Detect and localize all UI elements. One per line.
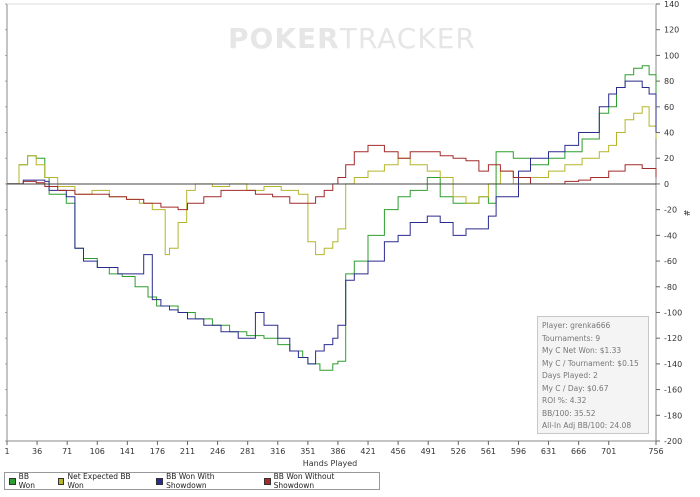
series-line-2 xyxy=(7,80,657,365)
stat-allin-bb100: All-In Adj BB/100: 24.08 xyxy=(542,421,632,430)
x-tick-label: 71 xyxy=(62,447,72,456)
stat-tournaments: Tournaments: 9 xyxy=(542,333,601,343)
legend-item-net-expected[interactable]: Net Expected BB Won xyxy=(57,472,145,490)
stat-net-won: My C Net Won: $1.33 xyxy=(542,346,622,355)
y-tick-label: -140 xyxy=(664,360,682,369)
x-tick-label: 351 xyxy=(300,447,315,456)
x-tick-label: 141 xyxy=(120,447,135,456)
x-tick-label: 281 xyxy=(240,447,255,456)
legend-label: BB Won With Showdown xyxy=(166,472,215,490)
legend-swatch-blue xyxy=(156,477,164,485)
x-tick-label: 176 xyxy=(150,447,165,456)
x-tick-label: 456 xyxy=(390,447,405,456)
series-line-1 xyxy=(7,106,657,256)
x-tick-label: 526 xyxy=(451,447,466,456)
stat-player: Player: grenka666 xyxy=(542,321,611,330)
y-tick-label: -180 xyxy=(664,411,682,420)
y-tick-label: -160 xyxy=(664,386,682,395)
x-tick-label: 701 xyxy=(601,447,616,456)
x-axis-ticks: 1 36 71 106 141 176 211 246 281 316 351 386 421 456 49… xyxy=(4,441,664,456)
x-tick-label: 211 xyxy=(180,447,195,456)
stats-panel: Player: grenka666 Tournaments: 9 My C Ne… xyxy=(537,316,649,434)
legend-swatch-green xyxy=(9,477,16,485)
watermark-logo: POKERTRACKER xyxy=(228,22,476,55)
stat-per-day: My C / Day: $0.67 xyxy=(542,383,609,393)
x-tick-label: 36 xyxy=(32,447,42,456)
legend: BB Won Net Expected BB Won BB Won With S… xyxy=(4,472,380,490)
stat-roi: ROI %: 4.32 xyxy=(542,396,587,405)
y-tick-label: -20 xyxy=(664,206,677,215)
legend-item-with-showdown[interactable]: BB Won With Showdown xyxy=(156,472,251,490)
y-tick-label: 40 xyxy=(664,129,674,138)
y-tick-label: 20 xyxy=(664,154,674,163)
x-tick-label: 756 xyxy=(648,447,663,456)
y-axis-ticks: 140 120 100 80 60 40 20 0 -20 -40 -60 -80 -100 -120 -1… xyxy=(656,0,682,446)
legend-label: Net Expected BB Won xyxy=(67,472,131,490)
stat-days-played: Days Played: 2 xyxy=(542,371,598,380)
x-tick-label: 106 xyxy=(90,447,105,456)
legend-swatch-yellow xyxy=(57,477,65,485)
y-tick-label: -200 xyxy=(664,437,682,446)
x-tick-label: 666 xyxy=(571,447,586,456)
x-tick-label: 246 xyxy=(210,447,225,456)
y-tick-label: 0 xyxy=(664,180,669,189)
x-tick-label: 561 xyxy=(481,447,496,456)
legend-label: BB Won Without Showdown xyxy=(273,472,335,490)
stat-per-tournament: My C / Tournament: $0.15 xyxy=(542,358,639,368)
y-tick-label: -60 xyxy=(664,257,677,266)
y-tick-label: -40 xyxy=(664,231,677,240)
y-tick-label: -100 xyxy=(664,308,682,317)
legend-item-bb-won[interactable]: BB Won xyxy=(9,472,46,490)
x-tick-label: 631 xyxy=(541,447,556,456)
y-tick-label: 80 xyxy=(664,77,674,86)
y-tick-label: 120 xyxy=(664,26,679,35)
y-tick-label: -120 xyxy=(664,334,682,343)
series-line-3 xyxy=(7,144,657,211)
x-tick-label: 386 xyxy=(330,447,345,456)
legend-swatch-red xyxy=(263,477,271,485)
y-tick-label: 60 xyxy=(664,103,674,112)
legend-label: BB Won xyxy=(18,472,35,490)
x-tick-label: 596 xyxy=(511,447,526,456)
y-tick-label: 140 xyxy=(664,0,679,9)
x-tick-label: 421 xyxy=(360,447,375,456)
y-axis-label: # xyxy=(682,210,691,217)
y-tick-label: -80 xyxy=(664,283,677,292)
x-axis-label: Hands Played xyxy=(303,459,357,468)
y-tick-label: 100 xyxy=(664,51,679,60)
series-layer xyxy=(7,65,657,371)
x-tick-label: 491 xyxy=(421,447,436,456)
x-tick-label: 1 xyxy=(4,447,9,456)
x-tick-label: 316 xyxy=(270,447,285,456)
stat-bb100: BB/100: 35.52 xyxy=(542,408,596,418)
legend-item-without-showdown[interactable]: BB Won Without Showdown xyxy=(263,472,371,490)
